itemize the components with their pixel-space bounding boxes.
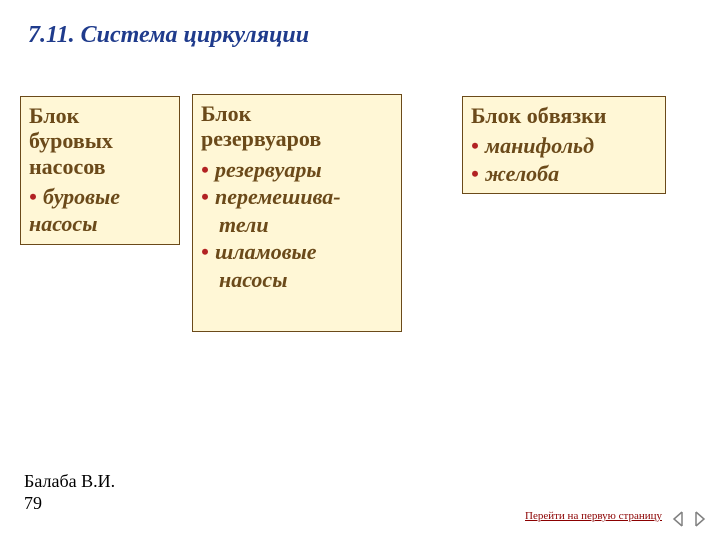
box-item: •желоба [471, 160, 657, 188]
prev-slide-button[interactable] [672, 510, 688, 528]
bullet-icon: • [201, 183, 215, 211]
footer-author: Балаба В.И. [24, 471, 115, 492]
first-page-link[interactable]: Перейти на первую страницу [525, 510, 662, 522]
box-pumps: Блокбуровыхнасосов•буровыенасосы [20, 96, 180, 245]
box-items: •буровыенасосы [29, 183, 171, 238]
bullet-icon: • [201, 238, 215, 266]
box-title: Блокрезервуаров [201, 101, 393, 152]
next-slide-button[interactable] [690, 510, 706, 528]
box-item: •перемешива-тели [201, 183, 393, 238]
box-item: •манифольд [471, 132, 657, 160]
box-items: •резервуары•перемешива-тели•шламовыенасо… [201, 156, 393, 294]
footer-page: 79 [24, 493, 42, 514]
slide: 7.11. Система циркуляции Блокбуровыхнасо… [0, 0, 720, 540]
bullet-icon: • [471, 160, 485, 188]
bullet-icon: • [29, 183, 43, 211]
box-item: •буровыенасосы [29, 183, 171, 238]
box-item: •шламовыенасосы [201, 238, 393, 293]
box-binding: Блок обвязки •манифольд•желоба [462, 96, 666, 194]
bullet-icon: • [201, 156, 215, 184]
nav-arrows [672, 510, 706, 528]
box-items: •манифольд•желоба [471, 132, 657, 187]
box-title: Блок обвязки [471, 103, 657, 128]
slide-title: 7.11. Система циркуляции [28, 22, 309, 49]
box-title: Блокбуровыхнасосов [29, 103, 171, 179]
bullet-icon: • [471, 132, 485, 160]
box-tanks: Блокрезервуаров•резервуары•перемешива-те… [192, 94, 402, 332]
box-item: •резервуары [201, 156, 393, 184]
